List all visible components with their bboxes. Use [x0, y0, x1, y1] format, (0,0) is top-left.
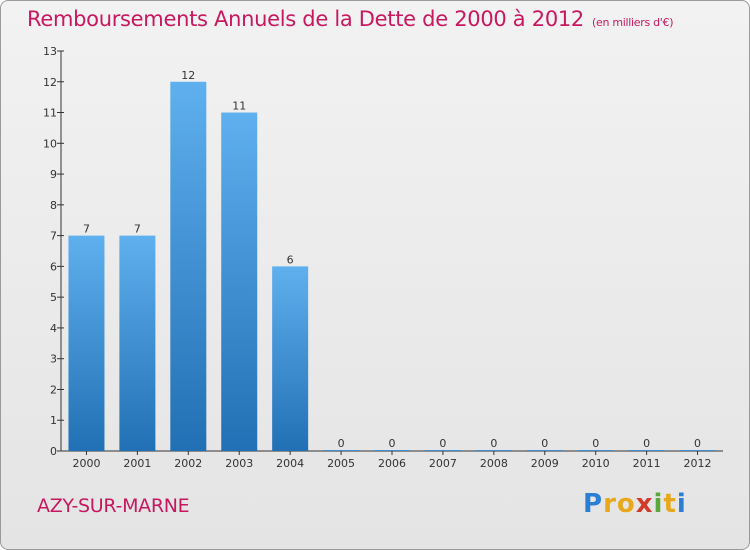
- x-tick-label: 2011: [633, 457, 661, 470]
- y-tick-label: 5: [50, 291, 57, 304]
- y-tick-label: 12: [43, 76, 57, 89]
- logo-letter: t: [663, 489, 677, 519]
- bar: [323, 450, 360, 451]
- data-label: 0: [592, 437, 599, 450]
- x-tick-label: 2002: [174, 457, 202, 470]
- y-tick-label: 13: [43, 45, 57, 58]
- x-tick-label: 2005: [327, 457, 355, 470]
- data-label: 0: [490, 437, 497, 450]
- x-tick-label: 2004: [276, 457, 304, 470]
- y-tick-label: 2: [50, 383, 57, 396]
- bar: [272, 266, 309, 451]
- bar: [119, 235, 156, 451]
- data-label: 0: [694, 437, 701, 450]
- proxiti-logo: Proxiti: [583, 489, 687, 519]
- data-label: 6: [287, 253, 294, 266]
- y-tick-label: 4: [50, 322, 57, 335]
- y-tick-label: 9: [50, 168, 57, 181]
- x-tick-label: 2008: [480, 457, 508, 470]
- chart-title-text: Remboursements Annuels de la Dette de 20…: [27, 7, 584, 31]
- y-tick-label: 6: [50, 260, 57, 273]
- y-tick-label: 7: [50, 230, 57, 243]
- x-tick-label: 2000: [72, 457, 100, 470]
- y-tick-label: 3: [50, 353, 57, 366]
- data-label: 0: [643, 437, 650, 450]
- bar: [679, 450, 716, 451]
- bar: [221, 112, 258, 452]
- data-label: 0: [439, 437, 446, 450]
- logo-letter: P: [583, 489, 604, 519]
- logo-letter: i: [676, 489, 687, 519]
- data-label: 7: [134, 223, 141, 236]
- bar: [526, 450, 563, 451]
- y-tick-label: 11: [43, 107, 57, 120]
- data-label: 0: [389, 437, 396, 450]
- bar: [68, 235, 105, 451]
- data-label: 0: [338, 437, 345, 450]
- x-tick-label: 2007: [429, 457, 457, 470]
- bar: [374, 450, 410, 451]
- x-tick-label: 2009: [531, 457, 559, 470]
- y-tick-label: 10: [43, 137, 57, 150]
- x-tick-label: 2001: [123, 457, 151, 470]
- logo-letter: i: [653, 489, 664, 519]
- bar: [475, 450, 512, 451]
- bar: [424, 450, 461, 451]
- y-tick-label: 0: [50, 445, 57, 458]
- y-tick-label: 1: [50, 414, 57, 427]
- data-label: 11: [232, 100, 246, 113]
- data-label: 7: [83, 223, 90, 236]
- data-label: 12: [181, 69, 195, 82]
- data-label: 0: [541, 437, 548, 450]
- bar: [170, 81, 207, 452]
- chart-title: Remboursements Annuels de la Dette de 20…: [27, 7, 673, 31]
- bar: [628, 450, 665, 451]
- x-tick-label: 2006: [378, 457, 406, 470]
- x-tick-label: 2012: [684, 457, 712, 470]
- logo-letter: x: [635, 489, 654, 519]
- y-tick-label: 8: [50, 199, 57, 212]
- chart-subtitle: (en milliers d'€): [592, 16, 674, 29]
- logo-letter: o: [616, 489, 636, 519]
- logo-letter: r: [603, 489, 617, 519]
- x-tick-label: 2010: [582, 457, 610, 470]
- x-tick-label: 2003: [225, 457, 253, 470]
- town-name: AZY-SUR-MARNE: [37, 495, 190, 517]
- bar: [577, 450, 614, 451]
